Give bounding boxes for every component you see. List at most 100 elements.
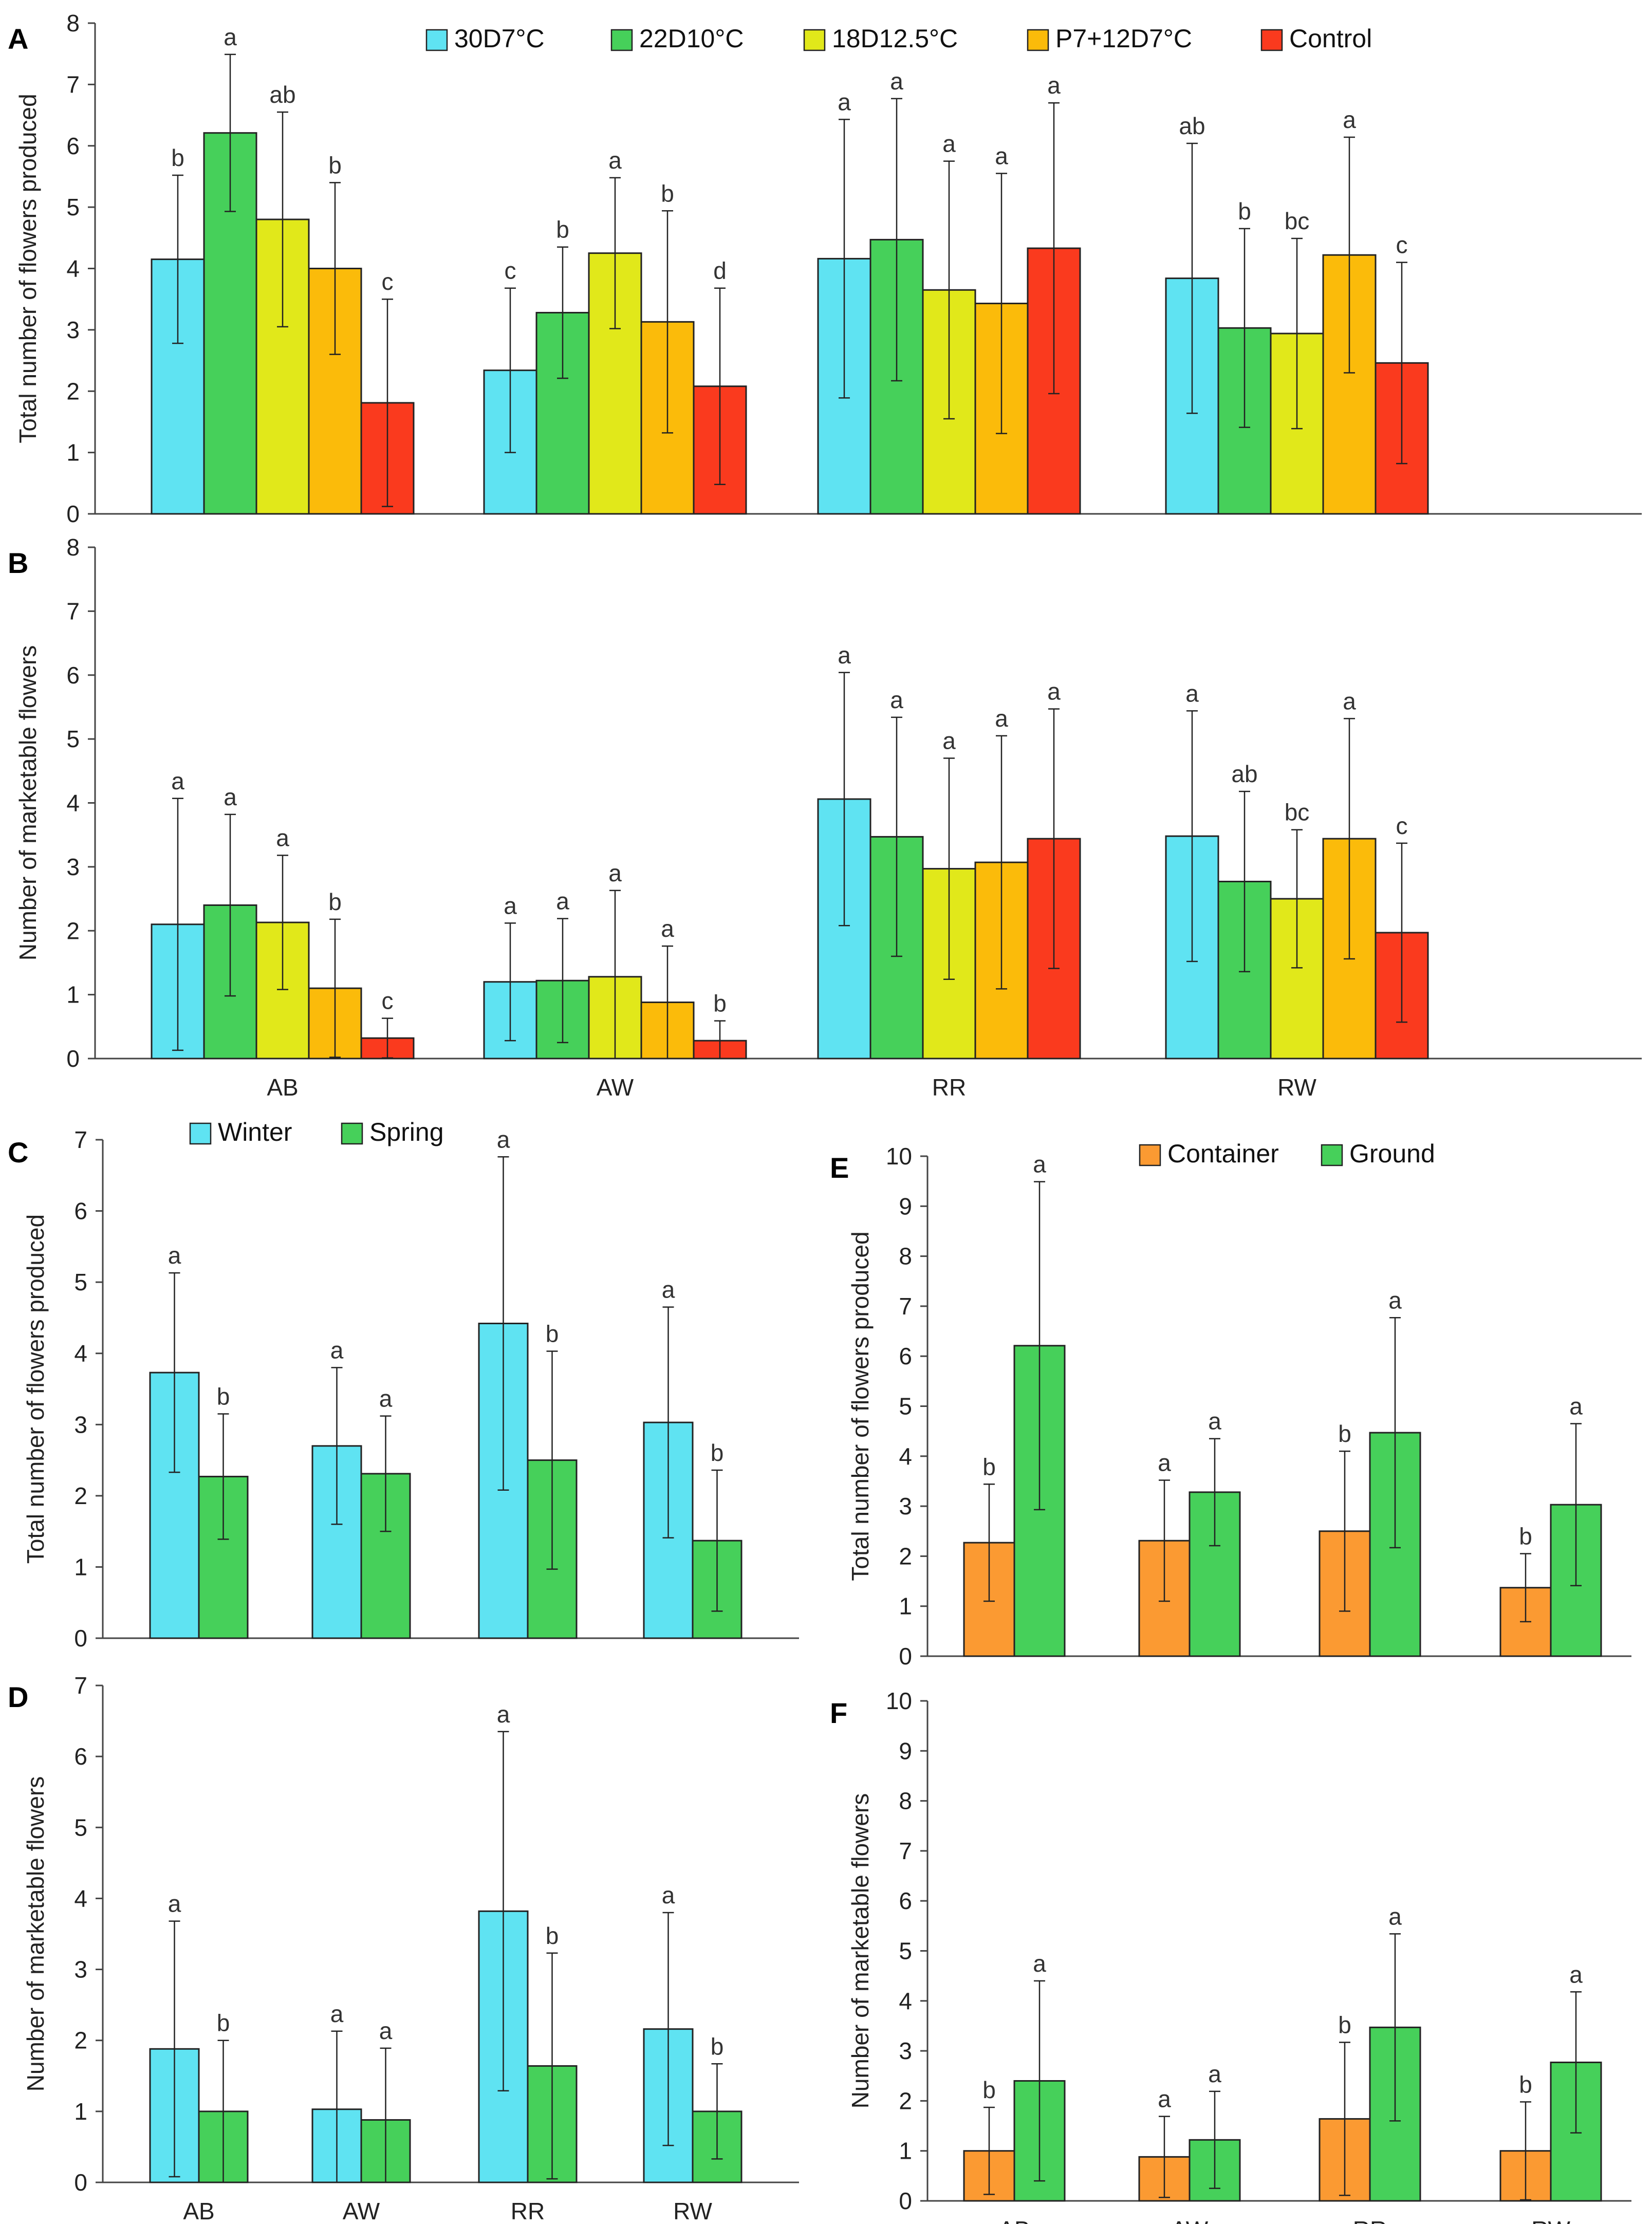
significance-letter: c [382, 988, 394, 1014]
significance-letter: a [1388, 1903, 1402, 1930]
y-tick-label: 5 [74, 1269, 87, 1295]
significance-letter: b [217, 1383, 230, 1410]
y-tick-label: 2 [74, 1482, 87, 1509]
chart-panel-d: D 0 1 2 3 4 5 6 7 Number of marketable flowers a b A… [8, 1672, 799, 2224]
significance-letter: a [1158, 2086, 1171, 2112]
x-tick-label-ab: AB [998, 2216, 1030, 2224]
chart-panel-a: A 0 1 2 3 4 5 6 7 8 Total number of flowers produc… [8, 10, 1642, 527]
y-tick-label: 8 [66, 534, 80, 561]
legend: Container Ground [1139, 1139, 1435, 1168]
y-tick-label: 3 [66, 854, 80, 880]
x-tick-label-rw: RW [1277, 1074, 1316, 1101]
legend-label: Control [1289, 24, 1372, 53]
significance-letter: c [1396, 812, 1408, 839]
y-tick-label: 1 [66, 981, 80, 1008]
significance-letter: ab [269, 81, 295, 108]
significance-letter: a [1158, 1450, 1171, 1476]
y-tick-label: 3 [66, 317, 80, 343]
y-tick-label: 1 [74, 2098, 87, 2125]
significance-letter: ab [1179, 113, 1205, 139]
significance-letter: a [1388, 1287, 1402, 1313]
significance-letter: a [379, 2017, 393, 2044]
significance-letter: b [711, 1439, 724, 1466]
y-axis-title: Number of marketable flowers [22, 1776, 49, 2092]
chart-panel-f: F 0 1 2 3 4 5 6 7 8 9 10 Number of marketable flower… [830, 1688, 1631, 2224]
y-tick-label: 2 [66, 917, 80, 944]
significance-letter: a [504, 892, 517, 919]
y-tick-label: 3 [899, 2037, 912, 2064]
significance-letter: a [942, 131, 956, 157]
significance-letter: a [1343, 688, 1356, 714]
significance-letter: a [224, 24, 237, 50]
legend-swatch [803, 29, 826, 51]
significance-letter: c [505, 257, 516, 284]
y-tick-label: 7 [899, 1838, 912, 1864]
y-tick-label: 9 [899, 1737, 912, 1764]
y-tick-label: 5 [899, 1393, 912, 1420]
significance-letter: b [1338, 1420, 1351, 1447]
legend-swatch [1321, 1144, 1343, 1166]
legend-swatch [1139, 1144, 1161, 1166]
y-tick-label: 7 [899, 1293, 912, 1320]
y-axis-title: Total number of flowers produced [22, 1214, 49, 1564]
y-tick-label: 4 [66, 790, 80, 817]
significance-letter: a [556, 888, 569, 915]
y-tick-label: 5 [74, 1814, 87, 1841]
y-tick-label: 7 [66, 598, 80, 624]
significance-letter: a [1343, 106, 1356, 133]
significance-letter: b [328, 152, 342, 178]
significance-letter: b [171, 144, 184, 171]
y-tick-label: 5 [66, 726, 80, 752]
y-tick-label: 4 [899, 1988, 912, 2014]
significance-letter: a [1208, 1408, 1221, 1435]
legend: Winter Spring [189, 1118, 444, 1146]
y-axis-title: Number of marketable flowers [847, 1793, 874, 2109]
y-tick-label: 3 [74, 1411, 87, 1438]
y-axis-title: Number of marketable flowers [14, 645, 41, 961]
significance-letter: b [546, 1922, 559, 1949]
y-tick-label: 9 [899, 1193, 912, 1219]
significance-letter: bc [1285, 208, 1310, 234]
y-tick-label: 3 [74, 1956, 87, 1983]
y-tick-label: 5 [899, 1938, 912, 1964]
bar-p7-12d7-ab [308, 268, 362, 515]
y-tick-label: 6 [74, 1743, 87, 1770]
significance-letter: a [171, 768, 184, 794]
significance-letter: a [890, 687, 903, 713]
significance-letter: a [1208, 2061, 1221, 2087]
significance-letter: a [662, 1276, 675, 1303]
y-tick-label: 0 [899, 1643, 912, 1670]
significance-letter: a [1033, 1151, 1046, 1178]
significance-letter: b [713, 990, 727, 1017]
y-tick-label: 1 [66, 439, 80, 466]
significance-letter: b [328, 888, 342, 915]
panel-label: F [830, 1697, 847, 1729]
y-axis-title: Total number of flowers produced [14, 94, 41, 443]
y-tick-label: 5 [66, 194, 80, 220]
legend-label: Ground [1349, 1139, 1435, 1168]
significance-letter: b [982, 1453, 996, 1480]
significance-letter: a [224, 784, 237, 810]
significance-letter: a [497, 1126, 510, 1153]
significance-letter: b [711, 2033, 724, 2060]
significance-letter: ab [1231, 761, 1257, 787]
x-tick-label-rr: RR [1353, 2216, 1387, 2224]
legend-label: 18D12.5°C [832, 24, 958, 53]
legend-label: P7+12D7°C [1055, 24, 1192, 53]
y-tick-label: 7 [74, 1672, 87, 1699]
legend-label: 22D10°C [639, 24, 744, 53]
significance-letter: a [1047, 72, 1061, 99]
significance-letter: a [608, 147, 622, 174]
x-tick-label-rr: RR [511, 2198, 545, 2224]
significance-letter: a [661, 915, 674, 942]
significance-letter: d [713, 257, 727, 284]
y-tick-label: 0 [899, 2188, 912, 2214]
significance-letter: a [1033, 1950, 1046, 1977]
significance-letter: a [608, 860, 622, 886]
x-tick-label-rw: RW [1531, 2216, 1570, 2224]
x-tick-label-rw: RW [673, 2198, 712, 2224]
legend-swatch [1027, 29, 1049, 51]
legend-label: Container [1167, 1139, 1279, 1168]
x-tick-label-aw: AW [597, 1074, 634, 1101]
panel-label: D [8, 1681, 28, 1713]
